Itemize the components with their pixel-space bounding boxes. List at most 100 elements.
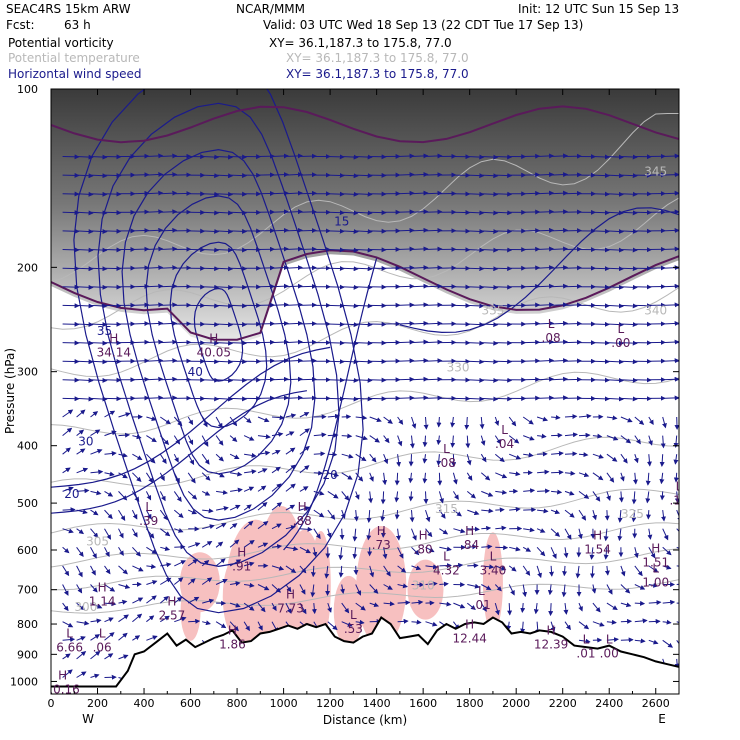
x-tick-label: 2600	[642, 697, 670, 710]
wind-vector	[118, 632, 128, 641]
wind-vector	[620, 584, 631, 594]
wind-vector	[104, 653, 114, 660]
wind-vector	[341, 396, 359, 402]
wind-vector	[397, 376, 415, 382]
wind-vector	[369, 472, 374, 482]
wind-vector	[327, 228, 345, 234]
wind-vector	[215, 416, 223, 429]
wind-vector	[620, 435, 632, 444]
wind-vector	[425, 376, 443, 382]
wind-vector	[494, 584, 502, 592]
wind-vector	[578, 638, 591, 644]
x-tick-label: 1200	[316, 697, 344, 710]
wind-vector	[551, 358, 569, 364]
wind-vector	[397, 618, 409, 624]
wind-vector	[466, 491, 476, 499]
wind-vector	[104, 247, 122, 253]
wind-vector	[425, 209, 443, 215]
wind-vector	[230, 228, 248, 234]
wind-vector	[160, 302, 178, 308]
valid-time: Valid: 03 UTC Wed 18 Sep 13 (22 CDT Tue …	[263, 18, 583, 32]
wind-vector	[271, 320, 289, 326]
pv-extremum-value: 1.00	[642, 576, 669, 590]
wind-vector	[495, 191, 513, 197]
pv-extremum-value: .01	[576, 647, 595, 661]
wind-vector	[467, 396, 485, 402]
wind-vector	[285, 339, 303, 345]
pv-extremum-value: 4.32	[433, 564, 460, 578]
wind-vector	[509, 546, 521, 552]
wind-contour-label: 40	[188, 365, 203, 379]
wind-vector	[160, 562, 172, 568]
wind-vector	[564, 302, 582, 308]
x-tick-label: 800	[227, 697, 248, 710]
wind-vector	[537, 469, 550, 475]
wind-vector	[662, 302, 679, 308]
wind-vector	[606, 491, 611, 502]
pv-extremum-letter: H	[465, 524, 474, 538]
wind-vector	[495, 340, 513, 346]
wind-vector	[216, 506, 229, 511]
wind-vector	[310, 584, 316, 598]
wind-vector	[617, 510, 623, 523]
wind-vector	[310, 565, 316, 578]
pv-extremum-value: 2.57	[159, 608, 186, 622]
wind-vector	[620, 247, 638, 253]
pv-extremum-value: 10.16	[45, 682, 79, 696]
cloud-blob	[482, 532, 503, 633]
theta-contours	[51, 113, 679, 614]
wind-vector	[132, 172, 150, 178]
wind-vector	[132, 358, 150, 364]
wind-vector	[341, 284, 359, 290]
pv-extremum-letter: H	[593, 528, 602, 542]
wind-vector	[366, 528, 372, 541]
wind-vector	[355, 359, 373, 365]
pv-extremum-value: 1.51	[642, 555, 669, 569]
wind-vector	[104, 172, 122, 178]
wind-vector	[620, 637, 634, 643]
pv-extremum-letter: H	[651, 541, 660, 555]
wind-vector	[173, 435, 181, 445]
wind-vector	[397, 283, 415, 289]
wind-vector	[495, 489, 508, 495]
wind-vector	[411, 395, 429, 401]
wind-vector	[620, 453, 628, 464]
wind-vector	[285, 283, 303, 289]
wind-vector	[632, 472, 638, 485]
wind-vector	[397, 339, 415, 345]
pv-extremum-letter: H	[377, 524, 386, 538]
wind-vector	[451, 454, 457, 468]
wind-vector	[561, 584, 567, 598]
wind-vector	[215, 472, 225, 478]
wind-vector	[271, 227, 289, 233]
wind-vector	[271, 302, 289, 308]
wind-vector	[425, 153, 443, 159]
wind-vector	[425, 302, 443, 308]
wind-vector	[481, 247, 499, 253]
wind-vector	[202, 321, 220, 327]
wind-vector	[509, 471, 521, 477]
wind-vector	[411, 190, 429, 196]
wind-vector	[411, 339, 429, 345]
wind-vector	[76, 229, 94, 234]
wind-vector	[436, 416, 442, 428]
wind-vector	[118, 584, 131, 589]
wind-vector	[589, 547, 595, 560]
wind-vector	[132, 395, 150, 401]
wind-vector	[257, 502, 268, 511]
wind-vector	[368, 491, 374, 504]
wind-vector	[327, 247, 345, 253]
wind-vector	[299, 190, 317, 196]
wind-vector	[411, 172, 429, 177]
wind-vector	[90, 469, 104, 475]
x-tick-label: 0	[48, 697, 55, 710]
pv-extremum-letter: L	[478, 584, 485, 598]
wind-vector	[132, 339, 150, 345]
wind-vector	[313, 509, 325, 518]
wind-vector	[646, 510, 652, 520]
wind-vector	[481, 508, 494, 514]
wind-vector	[230, 487, 243, 493]
wind-vector	[551, 153, 569, 159]
wind-vector	[285, 358, 303, 364]
wind-vector	[62, 621, 74, 628]
